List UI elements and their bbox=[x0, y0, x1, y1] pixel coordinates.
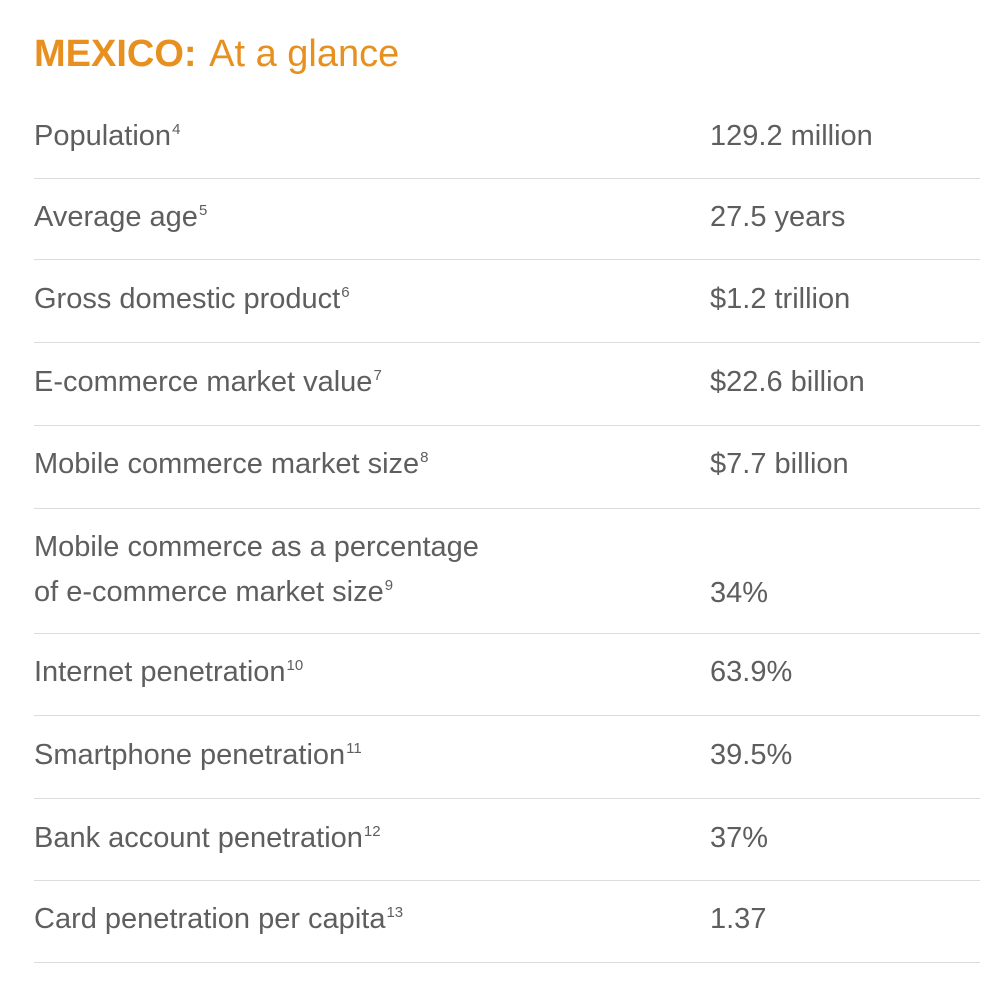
row-value: $1.2 trillion bbox=[710, 283, 851, 315]
footnote-marker: 11 bbox=[346, 740, 362, 757]
row-label: Mobile commerce as a percentage of e-com… bbox=[34, 525, 674, 615]
footnote-marker: 10 bbox=[286, 657, 304, 674]
footnote-marker: 5 bbox=[198, 202, 208, 219]
row-value: 63.9% bbox=[710, 656, 793, 688]
row-value: 37% bbox=[710, 822, 769, 854]
row-value: 129.2 million bbox=[710, 120, 873, 152]
row-label: Smartphone penetration11 bbox=[34, 739, 362, 771]
facts-table: Population4 129.2 million Average age5 2… bbox=[34, 100, 980, 963]
footnote-marker: 7 bbox=[373, 367, 382, 384]
row-label: Bank account penetration12 bbox=[34, 822, 381, 854]
table-row-internet-penetration: Internet penetration10 63.9% bbox=[34, 634, 980, 716]
footnote-marker: 4 bbox=[172, 121, 181, 138]
row-value: 27.5 years bbox=[710, 201, 846, 233]
footnote-marker: 6 bbox=[341, 284, 350, 301]
footnote-marker: 9 bbox=[384, 577, 394, 594]
table-row-mobile-commerce-percentage: Mobile commerce as a percentage of e-com… bbox=[34, 509, 980, 634]
row-label: Gross domestic product6 bbox=[34, 283, 350, 315]
table-row-average-age: Average age5 27.5 years bbox=[34, 179, 980, 260]
row-label: Internet penetration10 bbox=[34, 656, 304, 688]
row-value: 1.37 bbox=[710, 903, 767, 935]
table-row-card-penetration: Card penetration per capita13 1.37 bbox=[34, 881, 980, 963]
table-row-smartphone-penetration: Smartphone penetration11 39.5% bbox=[34, 716, 980, 799]
row-label: Population4 bbox=[34, 120, 181, 152]
row-label-line-1: Mobile commerce as a percentage bbox=[34, 531, 479, 563]
row-label: E-commerce market value7 bbox=[34, 366, 382, 398]
row-value: $22.6 billion bbox=[710, 366, 865, 398]
table-row-population: Population4 129.2 million bbox=[34, 100, 980, 179]
row-label-line-2: of e-commerce market size9 bbox=[34, 576, 394, 608]
table-row-bank-account-penetration: Bank account penetration12 37% bbox=[34, 799, 980, 881]
row-label: Card penetration per capita13 bbox=[34, 903, 404, 935]
row-value: $7.7 billion bbox=[710, 448, 849, 480]
row-label: Average age5 bbox=[34, 201, 208, 233]
table-row-gdp: Gross domestic product6 $1.2 trillion bbox=[34, 260, 980, 343]
footnote-marker: 13 bbox=[386, 904, 404, 921]
table-row-mobile-commerce-size: Mobile commerce market size8 $7.7 billio… bbox=[34, 426, 980, 509]
title-subtitle: At a glance bbox=[209, 33, 400, 75]
row-value: 39.5% bbox=[710, 739, 793, 771]
footnote-marker: 8 bbox=[420, 449, 429, 466]
row-value: 34% bbox=[710, 577, 769, 609]
title-country: MEXICO: bbox=[34, 33, 197, 75]
table-row-ecommerce-value: E-commerce market value7 $22.6 billion bbox=[34, 343, 980, 426]
footnote-marker: 12 bbox=[363, 823, 381, 840]
row-label: Mobile commerce market size8 bbox=[34, 448, 429, 480]
page-title: MEXICO: At a glance bbox=[34, 30, 399, 78]
